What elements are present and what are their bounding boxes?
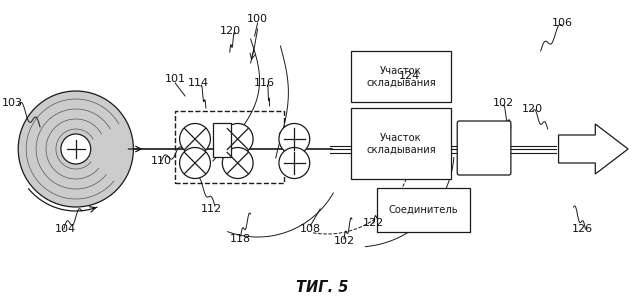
Circle shape <box>180 147 211 178</box>
Text: 104: 104 <box>55 224 76 234</box>
Text: 101: 101 <box>164 74 186 84</box>
Text: 126: 126 <box>572 224 593 234</box>
FancyBboxPatch shape <box>351 108 451 179</box>
FancyBboxPatch shape <box>351 51 451 102</box>
Circle shape <box>180 123 211 154</box>
Text: 102: 102 <box>333 236 355 246</box>
Text: 108: 108 <box>300 224 321 234</box>
Circle shape <box>222 147 253 178</box>
Text: 124: 124 <box>399 71 420 81</box>
Text: Участок
складывания: Участок складывания <box>366 66 436 87</box>
Text: 112: 112 <box>200 204 221 214</box>
Text: 120: 120 <box>522 104 543 114</box>
Text: 118: 118 <box>230 234 252 244</box>
Circle shape <box>61 134 91 164</box>
Circle shape <box>222 123 253 154</box>
Circle shape <box>279 123 310 154</box>
FancyBboxPatch shape <box>377 188 470 232</box>
Text: Соединитель: Соединитель <box>388 205 458 215</box>
Circle shape <box>18 91 133 207</box>
Text: ΤИГ. 5: ΤИГ. 5 <box>296 281 348 296</box>
Text: 102: 102 <box>492 98 513 108</box>
Text: 100: 100 <box>247 14 268 24</box>
Circle shape <box>279 147 310 178</box>
Text: 120: 120 <box>220 26 241 36</box>
Bar <box>213 123 231 157</box>
FancyBboxPatch shape <box>457 121 511 175</box>
Text: 110: 110 <box>151 156 172 166</box>
Text: 103: 103 <box>2 98 23 108</box>
Text: 106: 106 <box>552 18 573 28</box>
Text: Участок
складывания: Участок складывания <box>366 133 436 154</box>
Text: 116: 116 <box>254 78 275 88</box>
Text: 114: 114 <box>188 78 209 88</box>
Polygon shape <box>559 124 628 174</box>
Text: 122: 122 <box>363 218 385 228</box>
